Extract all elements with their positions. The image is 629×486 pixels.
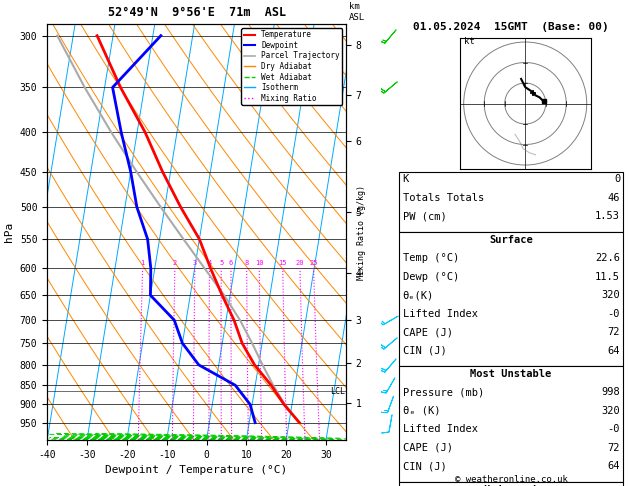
Text: PW (cm): PW (cm) bbox=[403, 211, 447, 222]
Y-axis label: hPa: hPa bbox=[4, 222, 14, 242]
Text: 20: 20 bbox=[296, 260, 304, 265]
Text: 4: 4 bbox=[208, 260, 211, 265]
Text: Temp (°C): Temp (°C) bbox=[403, 253, 459, 263]
Text: CAPE (J): CAPE (J) bbox=[403, 327, 452, 337]
Text: 52°49'N  9°56'E  71m  ASL: 52°49'N 9°56'E 71m ASL bbox=[108, 6, 286, 19]
Text: 01.05.2024  15GMT  (Base: 00): 01.05.2024 15GMT (Base: 00) bbox=[413, 22, 609, 32]
Text: 46: 46 bbox=[608, 193, 620, 203]
Text: 22.6: 22.6 bbox=[595, 253, 620, 263]
Text: kt: kt bbox=[464, 37, 474, 46]
Text: 320: 320 bbox=[601, 290, 620, 300]
Text: 72: 72 bbox=[608, 443, 620, 453]
Text: Most Unstable: Most Unstable bbox=[470, 369, 552, 379]
Text: 998: 998 bbox=[601, 387, 620, 398]
Text: LCL: LCL bbox=[330, 387, 345, 396]
Text: CIN (J): CIN (J) bbox=[403, 346, 447, 356]
Text: 64: 64 bbox=[608, 461, 620, 471]
Text: Totals Totals: Totals Totals bbox=[403, 193, 484, 203]
Text: K: K bbox=[403, 174, 409, 185]
Text: 25: 25 bbox=[309, 260, 318, 265]
Text: 1.53: 1.53 bbox=[595, 211, 620, 222]
Text: 0: 0 bbox=[614, 174, 620, 185]
Text: -0: -0 bbox=[608, 309, 620, 319]
Text: 6: 6 bbox=[229, 260, 233, 265]
Text: Pressure (mb): Pressure (mb) bbox=[403, 387, 484, 398]
Text: 10: 10 bbox=[255, 260, 264, 265]
Text: θₑ (K): θₑ (K) bbox=[403, 406, 440, 416]
X-axis label: Dewpoint / Temperature (°C): Dewpoint / Temperature (°C) bbox=[106, 465, 287, 475]
Text: CAPE (J): CAPE (J) bbox=[403, 443, 452, 453]
Text: -0: -0 bbox=[608, 424, 620, 434]
Legend: Temperature, Dewpoint, Parcel Trajectory, Dry Adiabat, Wet Adiabat, Isotherm, Mi: Temperature, Dewpoint, Parcel Trajectory… bbox=[242, 28, 342, 105]
Text: 64: 64 bbox=[608, 346, 620, 356]
Text: km
ASL: km ASL bbox=[349, 2, 365, 22]
Text: Hodograph: Hodograph bbox=[483, 485, 539, 486]
Text: Dewp (°C): Dewp (°C) bbox=[403, 272, 459, 282]
Text: Surface: Surface bbox=[489, 235, 533, 245]
Text: 320: 320 bbox=[601, 406, 620, 416]
Text: θₑ(K): θₑ(K) bbox=[403, 290, 434, 300]
Text: 1: 1 bbox=[140, 260, 145, 265]
Text: 72: 72 bbox=[608, 327, 620, 337]
Text: 2: 2 bbox=[173, 260, 177, 265]
Text: Mixing Ratio (g/kg): Mixing Ratio (g/kg) bbox=[357, 185, 366, 279]
Text: Lifted Index: Lifted Index bbox=[403, 309, 477, 319]
Text: 11.5: 11.5 bbox=[595, 272, 620, 282]
Text: 15: 15 bbox=[279, 260, 287, 265]
Text: 5: 5 bbox=[219, 260, 223, 265]
Text: © weatheronline.co.uk: © weatheronline.co.uk bbox=[455, 474, 567, 484]
Text: 3: 3 bbox=[192, 260, 197, 265]
Text: CIN (J): CIN (J) bbox=[403, 461, 447, 471]
Text: Lifted Index: Lifted Index bbox=[403, 424, 477, 434]
Text: 8: 8 bbox=[245, 260, 249, 265]
